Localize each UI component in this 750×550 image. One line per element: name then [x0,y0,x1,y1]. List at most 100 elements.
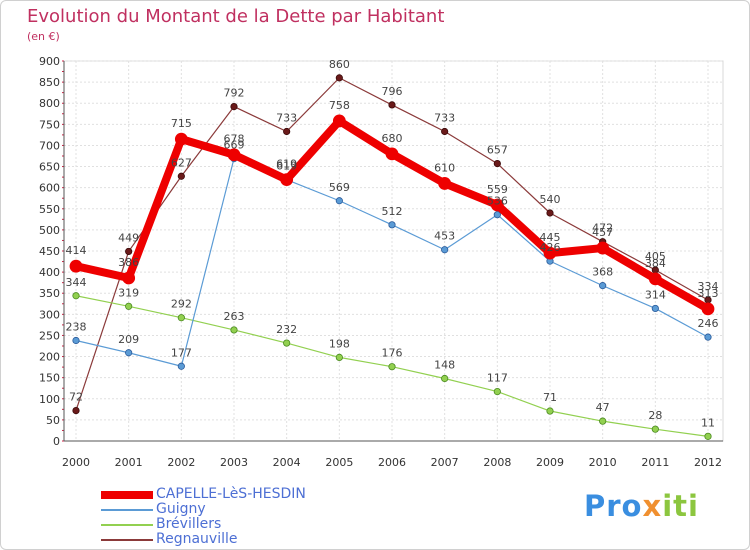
point-regnauville-2006 [388,101,396,109]
legend-item-guigny: Guigny [101,501,341,517]
point-capelle-2000 [69,259,83,273]
point-regnauville-2009 [546,209,554,217]
y-tick-label-250: 250 [39,329,60,342]
data-label-guigny-2003: 669 [224,139,245,152]
data-label-regnauville-2004: 733 [276,112,297,125]
data-label-guigny-2007: 453 [434,230,455,243]
y-tick-label-750: 750 [39,118,60,131]
x-tick-label-2011: 2011 [641,456,669,469]
data-label-regnauville-2007: 733 [434,112,455,125]
x-tick-label-2001: 2001 [115,456,143,469]
point-regnauville-2003 [230,103,238,111]
y-tick-label-600: 600 [39,182,60,195]
x-tick-label-2007: 2007 [431,456,459,469]
point-brevillers-2005 [335,353,343,361]
data-label-regnauville-2008: 657 [487,144,508,157]
data-label-brevillers-2005: 198 [329,337,350,350]
data-label-regnauville-2011: 405 [645,250,666,263]
point-capelle-2007 [438,177,452,190]
legend-label-regnauville: Regnauville [156,531,238,547]
point-capelle-2002 [174,132,188,146]
point-brevillers-2004 [283,339,291,347]
data-label-brevillers-2010: 47 [596,401,610,414]
point-brevillers-2006 [388,363,396,371]
point-guigny-2002 [177,362,185,370]
data-label-capelle-2004: 619 [276,158,297,171]
data-labels: 414 386 715 678 619 758 680 610 559 445 457 384 313 2… [66,58,719,429]
data-label-regnauville-2009: 540 [540,193,561,206]
data-label-regnauville-2005: 860 [329,58,350,71]
data-label-capelle-2006: 680 [382,132,403,145]
data-label-brevillers-2007: 148 [434,359,455,372]
series-lines [69,74,715,440]
point-guigny-2010 [599,282,607,290]
y-tick-label-100: 100 [39,393,60,406]
y-tick-label-550: 550 [39,203,60,216]
point-guigny-2005 [335,197,343,205]
point-capelle-2005 [332,114,346,128]
point-brevillers-2007 [441,374,449,383]
legend-swatch-brevillers [101,524,153,526]
legend-swatch-capelle [101,491,153,499]
data-label-capelle-2005: 758 [329,99,350,112]
point-guigny-2001 [125,349,133,357]
data-label-brevillers-2012: 11 [701,416,715,429]
y-tick-label-800: 800 [39,97,60,110]
data-label-guigny-2006: 512 [382,205,403,218]
point-regnauville-2008 [493,160,501,168]
data-label-capelle-2001: 386 [118,256,139,269]
data-label-regnauville-2003: 792 [224,87,245,100]
point-guigny-2012 [704,333,712,341]
y-tick-label-500: 500 [39,224,60,237]
x-tick-label-2004: 2004 [273,456,301,469]
data-label-guigny-2008: 536 [487,195,508,208]
data-label-brevillers-2008: 117 [487,372,508,385]
point-brevillers-2002 [177,314,185,322]
y-tick-label-300: 300 [39,308,60,321]
point-brevillers-2012 [704,432,712,440]
data-label-regnauville-2012: 334 [698,280,719,293]
data-label-regnauville-2002: 627 [171,156,192,169]
x-tick-label-2006: 2006 [378,456,406,469]
legend: CAPELLE-LèS-HESDIN Guigny Brévillers Reg… [101,486,341,547]
data-label-brevillers-2004: 232 [276,323,297,336]
data-label-regnauville-2001: 449 [118,231,139,244]
data-label-regnauville-2010: 472 [592,222,613,235]
point-brevillers-2008 [493,387,501,396]
data-label-brevillers-2009: 71 [543,391,557,404]
data-label-brevillers-2000: 344 [66,276,87,289]
point-brevillers-2010 [599,417,607,425]
chart-subtitle: (en €) [27,30,60,43]
data-label-regnauville-2006: 796 [382,85,403,98]
y-tick-label-150: 150 [39,372,60,385]
point-brevillers-2011 [651,425,659,433]
point-capelle-2003 [227,148,241,162]
x-tick-label-2000: 2000 [62,456,90,469]
point-guigny-2011 [651,304,659,313]
y-tick-label-900: 900 [39,55,60,68]
point-guigny-2007 [441,246,449,254]
point-regnauville-2004 [283,127,291,136]
y-tick-label-400: 400 [39,266,60,279]
data-label-guigny-2010: 368 [592,266,613,279]
data-label-capelle-2007: 610 [434,161,455,174]
data-label-guigny-2011: 314 [645,288,666,301]
data-label-brevillers-2002: 292 [171,298,192,311]
data-label-capelle-2008: 559 [487,183,508,196]
legend-item-regnauville: Regnauville [101,531,341,547]
y-tick-label-50: 50 [46,414,60,427]
legend-label-brevillers: Brévillers [156,516,222,532]
point-capelle-2009 [543,246,557,260]
y-tick-label-200: 200 [39,351,60,364]
point-capelle-2001 [122,271,136,285]
point-brevillers-2001 [125,302,133,310]
data-label-guigny-2005: 569 [329,181,350,194]
y-tick-label-650: 650 [39,161,60,174]
x-tick-label-2003: 2003 [220,456,248,469]
legend-item-capelle: CAPELLE-LèS-HESDIN [101,486,341,502]
data-label-brevillers-2006: 176 [382,347,403,360]
point-guigny-2000 [72,336,80,345]
data-label-capelle-2009: 445 [540,231,561,244]
data-label-regnauville-2000: 72 [69,391,83,404]
